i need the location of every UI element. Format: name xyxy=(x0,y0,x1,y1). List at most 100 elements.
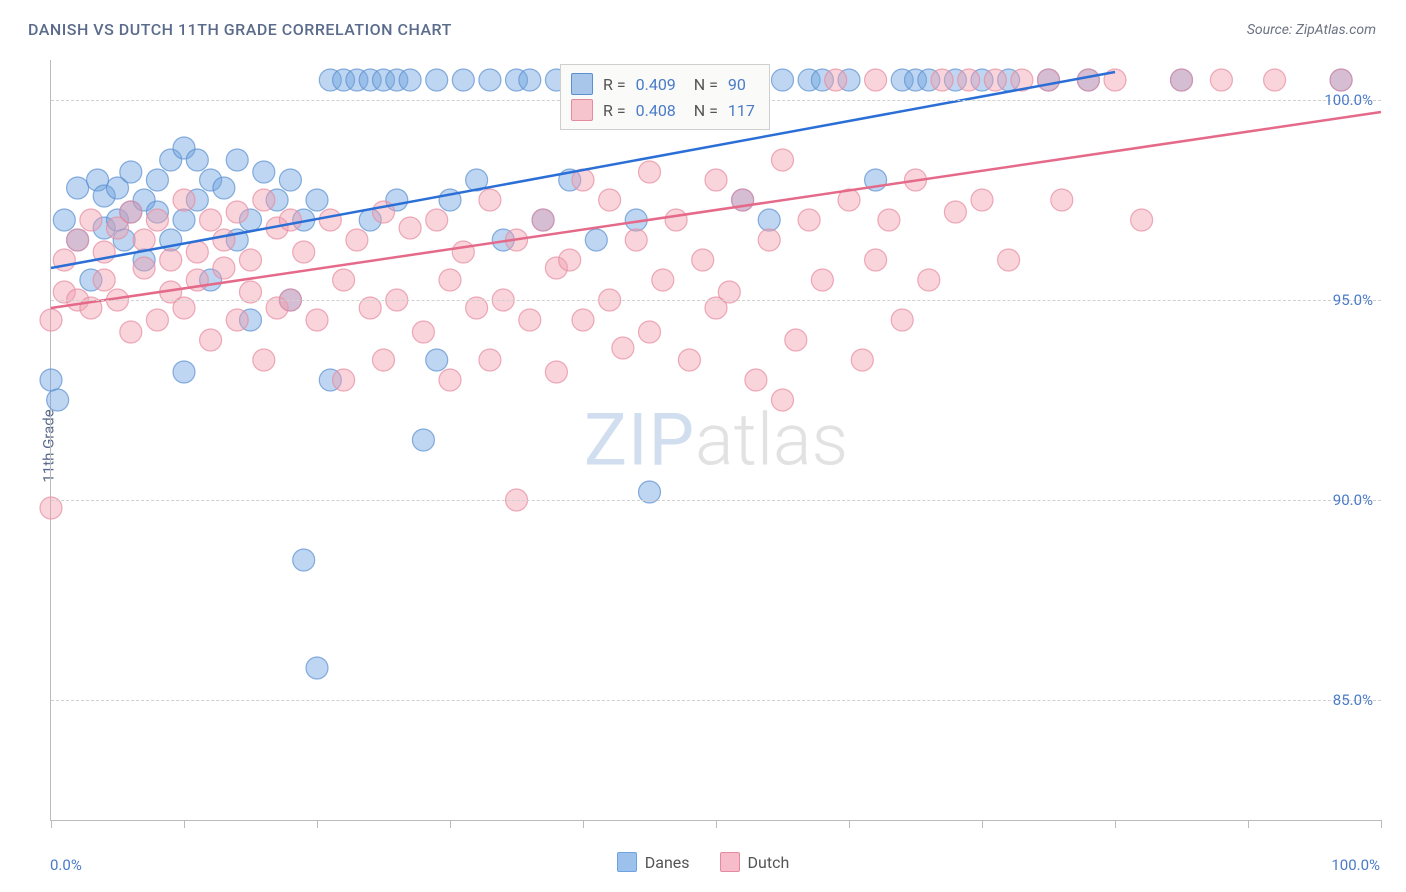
data-point xyxy=(811,269,833,291)
data-point xyxy=(851,349,873,371)
legend-label: Dutch xyxy=(748,853,790,872)
data-point xyxy=(479,349,501,371)
data-point xyxy=(133,257,155,279)
data-point xyxy=(160,249,182,271)
data-point xyxy=(1038,69,1060,91)
data-point xyxy=(705,169,727,191)
data-point xyxy=(1171,69,1193,91)
data-point xyxy=(213,177,235,199)
data-point xyxy=(120,201,142,223)
data-point xyxy=(200,209,222,231)
data-point xyxy=(306,309,328,331)
data-point xyxy=(40,309,62,331)
data-point xyxy=(173,361,195,383)
data-point xyxy=(306,189,328,211)
data-point xyxy=(186,241,208,263)
data-point xyxy=(279,169,301,191)
legend-swatch xyxy=(617,852,637,872)
data-point xyxy=(253,189,275,211)
data-point xyxy=(532,209,554,231)
data-point xyxy=(426,69,448,91)
data-point xyxy=(213,257,235,279)
data-point xyxy=(439,369,461,391)
chart-title: DANISH VS DUTCH 11TH GRADE CORRELATION C… xyxy=(28,20,452,39)
plot-area: ZIPatlas 85.0%90.0%95.0%100.0% xyxy=(50,60,1381,821)
data-point xyxy=(865,69,887,91)
data-point xyxy=(80,209,102,231)
data-point xyxy=(333,269,355,291)
x-tick xyxy=(1248,820,1249,828)
data-point xyxy=(944,201,966,223)
data-point xyxy=(412,321,434,343)
data-point xyxy=(559,249,581,271)
legend-r-value: 0.408 xyxy=(636,101,676,120)
scatter-svg xyxy=(51,60,1381,820)
data-point xyxy=(120,161,142,183)
data-point xyxy=(984,69,1006,91)
data-point xyxy=(479,69,501,91)
data-point xyxy=(146,309,168,331)
data-point xyxy=(825,69,847,91)
data-point xyxy=(971,189,993,211)
gridline xyxy=(51,500,1381,501)
x-tick xyxy=(583,820,584,828)
data-point xyxy=(772,389,794,411)
data-point xyxy=(452,241,474,263)
data-point xyxy=(572,309,594,331)
data-point xyxy=(758,229,780,251)
data-point xyxy=(67,229,89,251)
legend-r-label: R = xyxy=(603,75,626,94)
data-point xyxy=(226,201,248,223)
correlation-legend: R = 0.409 N = 90R = 0.408 N = 117 xyxy=(560,64,770,130)
data-point xyxy=(426,349,448,371)
x-tick xyxy=(184,820,185,828)
gridline xyxy=(51,700,1381,701)
data-point xyxy=(665,209,687,231)
legend-row: R = 0.409 N = 90 xyxy=(571,71,755,97)
data-point xyxy=(865,249,887,271)
x-tick xyxy=(51,820,52,828)
y-tick-label: 90.0% xyxy=(1333,491,1373,509)
bottom-legend: Danes Dutch xyxy=(0,852,1406,872)
legend-swatch xyxy=(720,852,740,872)
chart-container: DANISH VS DUTCH 11TH GRADE CORRELATION C… xyxy=(0,0,1406,892)
data-point xyxy=(1131,209,1153,231)
data-point xyxy=(173,189,195,211)
data-point xyxy=(306,657,328,679)
data-point xyxy=(878,209,900,231)
legend-r-label: R = xyxy=(603,101,626,120)
legend-n-label: N = xyxy=(686,75,718,94)
data-point xyxy=(426,209,448,231)
legend-swatch xyxy=(571,73,593,95)
legend-r-value: 0.409 xyxy=(636,75,676,94)
data-point xyxy=(226,309,248,331)
data-point xyxy=(399,217,421,239)
data-point xyxy=(745,369,767,391)
data-point xyxy=(253,349,275,371)
source-label: Source: ZipAtlas.com xyxy=(1247,22,1376,38)
data-point xyxy=(319,209,341,231)
data-point xyxy=(1051,189,1073,211)
y-tick-label: 100.0% xyxy=(1324,91,1373,109)
data-point xyxy=(519,309,541,331)
data-point xyxy=(692,249,714,271)
legend-label: Danes xyxy=(645,853,690,872)
data-point xyxy=(918,269,940,291)
data-point xyxy=(40,369,62,391)
bottom-legend-item: Dutch xyxy=(720,852,790,872)
data-point xyxy=(253,161,275,183)
data-point xyxy=(439,269,461,291)
data-point xyxy=(612,337,634,359)
bottom-legend-item: Danes xyxy=(617,852,690,872)
data-point xyxy=(333,369,355,391)
data-point xyxy=(53,209,75,231)
data-point xyxy=(758,209,780,231)
legend-n-value: 90 xyxy=(728,75,746,94)
x-tick xyxy=(716,820,717,828)
x-tick xyxy=(1381,820,1382,828)
data-point xyxy=(1330,69,1352,91)
data-point xyxy=(998,249,1020,271)
data-point xyxy=(772,69,794,91)
x-tick xyxy=(849,820,850,828)
data-point xyxy=(240,249,262,271)
